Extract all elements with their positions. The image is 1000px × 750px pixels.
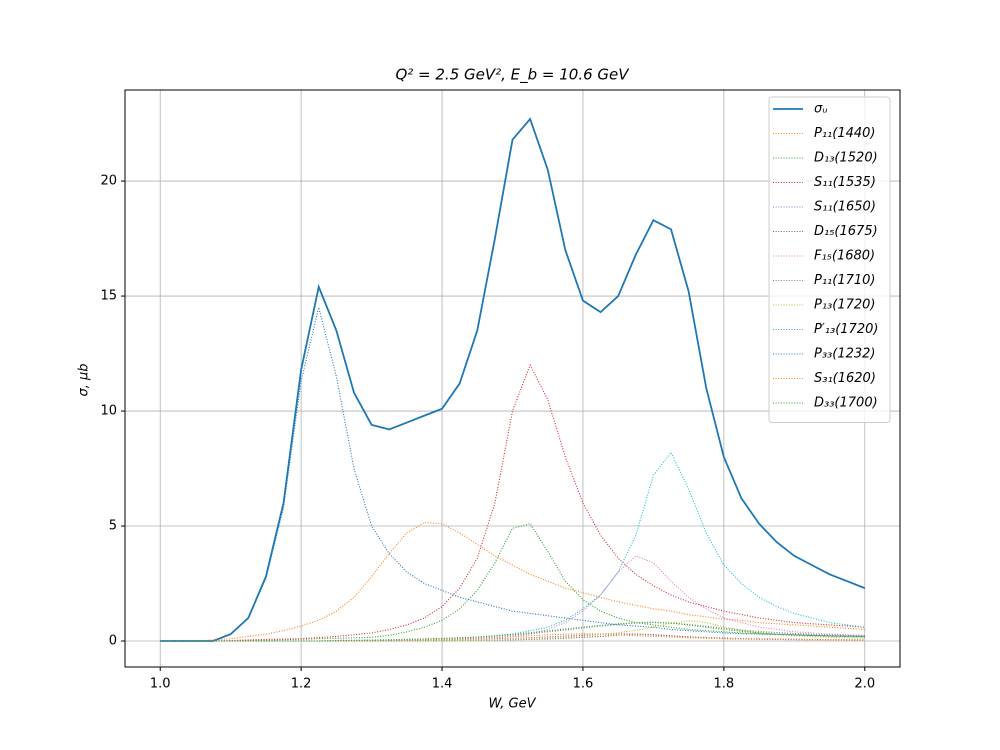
y-tick-label: 15 bbox=[100, 289, 117, 304]
y-tick-label: 5 bbox=[109, 519, 117, 534]
legend-label: D₃₃(1700) bbox=[814, 396, 878, 411]
x-axis-label: W, GeV bbox=[488, 697, 536, 712]
legend-box bbox=[768, 96, 891, 423]
legend-label: S₃₁(1620) bbox=[814, 371, 876, 386]
legend-label: σᵤ bbox=[814, 102, 828, 117]
legend-label: F₁₅(1680) bbox=[814, 249, 875, 264]
chart-title: Q² = 2.5 GeV², E_b = 10.6 GeV bbox=[395, 66, 630, 85]
series-line bbox=[160, 522, 865, 642]
series-line bbox=[160, 363, 865, 642]
series-line bbox=[160, 523, 865, 642]
legend-label: P₁₁(1710) bbox=[814, 273, 876, 288]
legend-label: P₁₁(1440) bbox=[814, 126, 876, 141]
series-line bbox=[160, 621, 865, 642]
y-tick-label: 0 bbox=[109, 634, 117, 649]
legend-label: D₁₃(1520) bbox=[814, 151, 878, 166]
x-tick-label: 1.0 bbox=[150, 677, 171, 692]
x-tick-label: 2.0 bbox=[854, 677, 875, 692]
legend-label: P₁₃(1720) bbox=[814, 298, 876, 313]
y-tick-label: 20 bbox=[100, 174, 117, 189]
legend-label: P₃₃(1232) bbox=[814, 347, 876, 362]
legend-label: D₁₅(1675) bbox=[814, 224, 878, 239]
legend-label: P′₁₃(1720) bbox=[814, 322, 878, 337]
series-line bbox=[160, 117, 866, 642]
x-tick-label: 1.2 bbox=[291, 677, 312, 692]
x-tick-label: 1.8 bbox=[714, 677, 735, 692]
y-axis-label: σ, μb bbox=[77, 363, 92, 396]
x-tick-label: 1.6 bbox=[573, 677, 594, 692]
legend-label: S₁₁(1650) bbox=[814, 200, 876, 215]
plot-frame bbox=[124, 89, 901, 668]
y-tick-label: 10 bbox=[100, 404, 117, 419]
x-tick-label: 1.4 bbox=[432, 677, 453, 692]
legend-label: S₁₁(1535) bbox=[814, 175, 876, 190]
